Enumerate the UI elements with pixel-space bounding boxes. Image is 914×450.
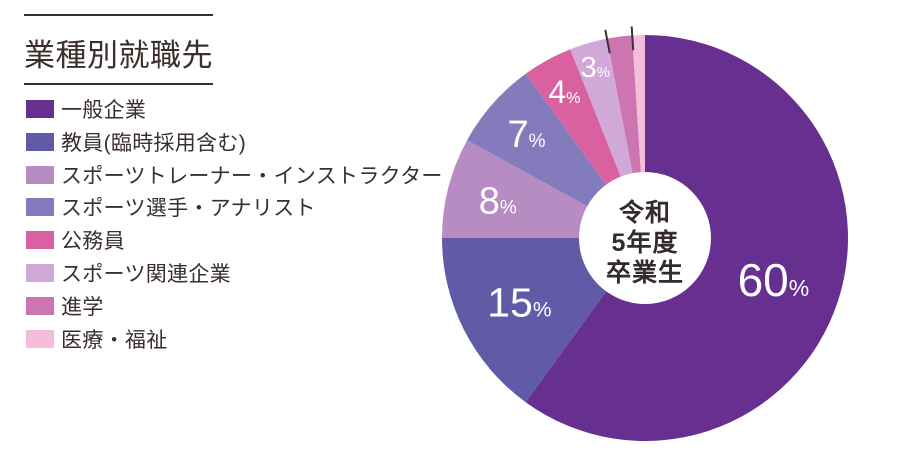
legend-swatch-2: [26, 165, 54, 184]
legend-label-0: 一般企業: [61, 99, 147, 122]
legend-swatch-0: [26, 100, 54, 118]
legend-label-5: スポーツ関連企業: [61, 262, 231, 286]
legend-label-3: スポーツ選手・アナリスト: [61, 197, 316, 221]
donut-hole: [579, 172, 711, 304]
slice-tick-7: [630, 26, 635, 51]
title-rule-top: [24, 14, 213, 16]
legend-swatch-7: [26, 329, 54, 348]
legend-label-2: スポーツトレーナー・インストラクター: [61, 164, 443, 188]
slice-tick-6: [604, 29, 611, 54]
page-title: 業種別就職先: [24, 38, 213, 73]
legend-item-3: スポーツ選手・アナリスト: [26, 197, 443, 220]
center-label: 令和 5年度 卒業生: [575, 198, 715, 288]
slice-percent-label-1: 15%: [487, 279, 551, 325]
legend-item-1: 教員(臨時採用含む): [26, 132, 443, 155]
legend-swatch-6: [26, 296, 54, 315]
legend-label-1: 教員(臨時採用含む): [61, 131, 246, 155]
center-label-line-3: 卒業生: [605, 259, 684, 287]
legend: 一般企業教員(臨時採用含む) スポーツトレーナー・インストラクター スポーツ選手・ア…: [26, 99, 443, 352]
slice-percent-label-3: 7%: [507, 114, 545, 156]
legend-item-7: 医療・福祉: [26, 329, 443, 352]
slice-percent-label-2: 8%: [479, 181, 517, 223]
legend-item-2: スポーツトレーナー・インストラクター: [26, 165, 443, 188]
center-label-line-1: 令和: [618, 199, 671, 227]
legend-item-6: 進学: [26, 296, 443, 319]
legend-label-7: 医療・福祉: [61, 328, 168, 352]
slice-percent-label-4: 4%: [548, 74, 580, 110]
legend-swatch-3: [26, 198, 54, 217]
title-rule-bottom: [24, 83, 213, 85]
legend-swatch-1: [26, 132, 54, 151]
legend-item-0: 一般企業: [26, 99, 443, 122]
legend-label-4: 公務員: [61, 230, 125, 254]
slice-percent-label-5: 3%: [581, 52, 610, 84]
legend-swatch-4: [26, 231, 54, 250]
legend-item-4: 公務員: [26, 230, 443, 253]
legend-swatch-5: [26, 263, 54, 282]
slice-percent-label-0: 60%: [738, 254, 810, 306]
legend-item-5: スポーツ関連企業: [26, 263, 443, 286]
center-label-line-2: 5年度: [611, 229, 679, 257]
legend-label-6: 進学: [61, 295, 104, 319]
